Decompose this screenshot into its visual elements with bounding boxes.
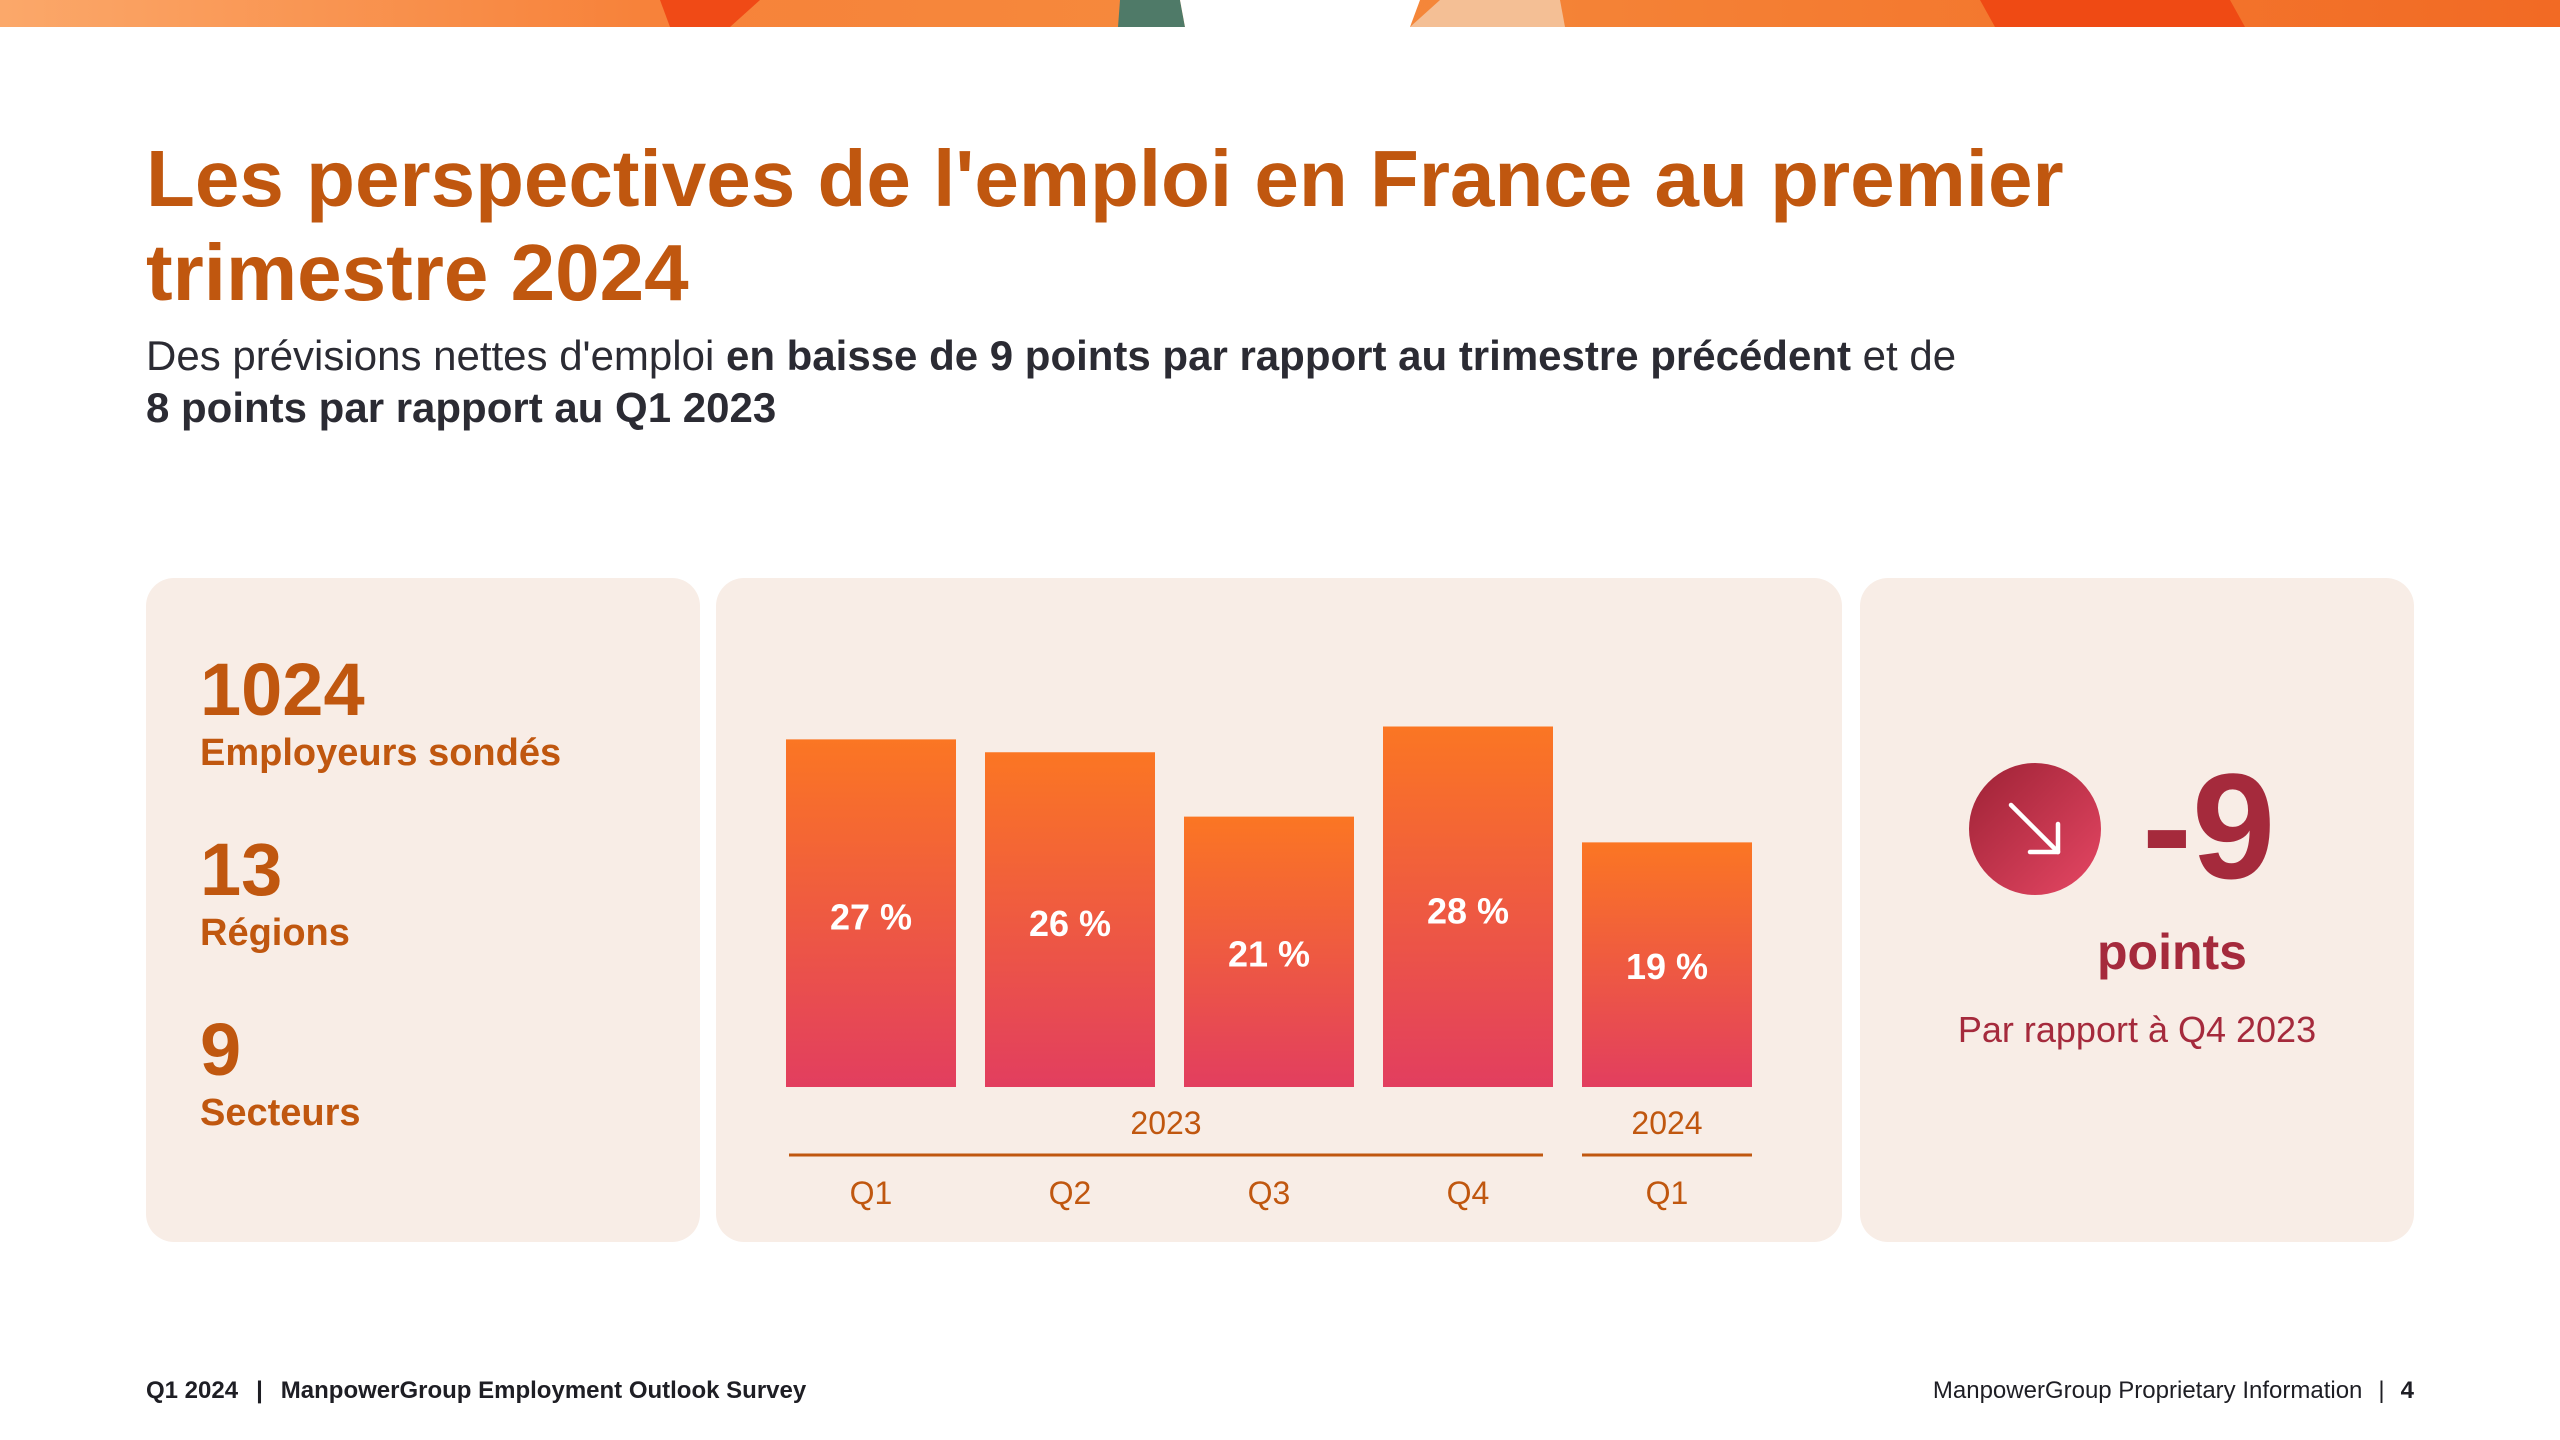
stat-label: Régions	[200, 912, 350, 954]
group-label: 2023	[1130, 1105, 1201, 1141]
stat-employers: 1024 Employeurs sondés	[200, 650, 561, 776]
footer-info: ManpowerGroup Proprietary Information | 4	[1933, 1376, 2414, 1406]
bar-data-label: 19 %	[1626, 946, 1708, 987]
x-tick-label: Q1	[850, 1175, 893, 1211]
stat-value: 13	[200, 828, 283, 911]
x-tick-label: Q2	[1049, 1175, 1092, 1211]
subtitle-text: Des prévisions nettes d'emploi	[146, 332, 726, 379]
stat-label: Employeurs sondés	[200, 732, 562, 774]
stat-value: 9	[200, 1008, 242, 1091]
bar-3	[1184, 816, 1354, 1087]
change-card: -9 points Par rapport à Q4 2023	[1860, 578, 2414, 1242]
arrow-down-right-icon	[1969, 763, 2101, 895]
group-label: 2024	[1631, 1105, 1702, 1141]
stat-regions: 13 Régions	[200, 830, 350, 956]
footer-survey-name: ManpowerGroup Employment Outlook Survey	[280, 1377, 807, 1404]
footer-survey: Q1 2024 | ManpowerGroup Employment Outlook…	[146, 1376, 806, 1406]
footer-proprietary: ManpowerGroup Proprietary Information	[1932, 1377, 2363, 1404]
change-note: Par rapport à Q4 2023	[1957, 1009, 2317, 1050]
subtitle-emphasis: en baisse de 9 points par rapport au tri…	[725, 332, 1851, 379]
x-tick-label: Q3	[1248, 1175, 1291, 1211]
stat-label: Secteurs	[200, 1092, 361, 1134]
page-number: 4	[2400, 1377, 2414, 1404]
stat-sectors: 9 Secteurs	[200, 1010, 361, 1136]
bar-4	[1383, 726, 1553, 1087]
subtitle-emphasis: 8 points par rapport au Q1 2023	[146, 384, 777, 431]
top-banner	[0, 0, 2560, 27]
chart-card: 27 % Q1 26 % Q2 21 % Q3 28 % Q4 19 % Q1 2023 2024	[716, 578, 1842, 1242]
page-subtitle: Des prévisions nettes d'emploi en baisse…	[146, 330, 2146, 434]
page-title: Les perspectives de l'emploi en France a…	[146, 134, 2064, 317]
change-value: -9	[2142, 742, 2276, 910]
bar-1	[786, 739, 956, 1087]
bar-data-label: 28 %	[1427, 890, 1509, 931]
bar-data-label: 21 %	[1228, 934, 1310, 975]
x-tick-label: Q4	[1447, 1175, 1490, 1211]
stats-card: 1024 Employeurs sondés 13 Régions 9 Sect…	[146, 578, 700, 1242]
footer-separator: |	[256, 1377, 263, 1404]
subtitle-text: et de	[1850, 332, 1957, 379]
change-unit: points	[2097, 924, 2247, 980]
bar-data-label: 26 %	[1029, 903, 1111, 944]
footer-separator: |	[2378, 1377, 2385, 1404]
bar-2	[985, 752, 1155, 1087]
bar-chart: 27 % Q1 26 % Q2 21 % Q3 28 % Q4 19 % Q1 2023 2024	[786, 726, 1752, 1211]
stat-value: 1024	[200, 648, 365, 731]
bar-5	[1582, 842, 1752, 1087]
x-tick-label: Q1	[1646, 1175, 1689, 1211]
footer-period: Q1 2024	[146, 1377, 239, 1404]
bar-data-label: 27 %	[830, 897, 912, 938]
